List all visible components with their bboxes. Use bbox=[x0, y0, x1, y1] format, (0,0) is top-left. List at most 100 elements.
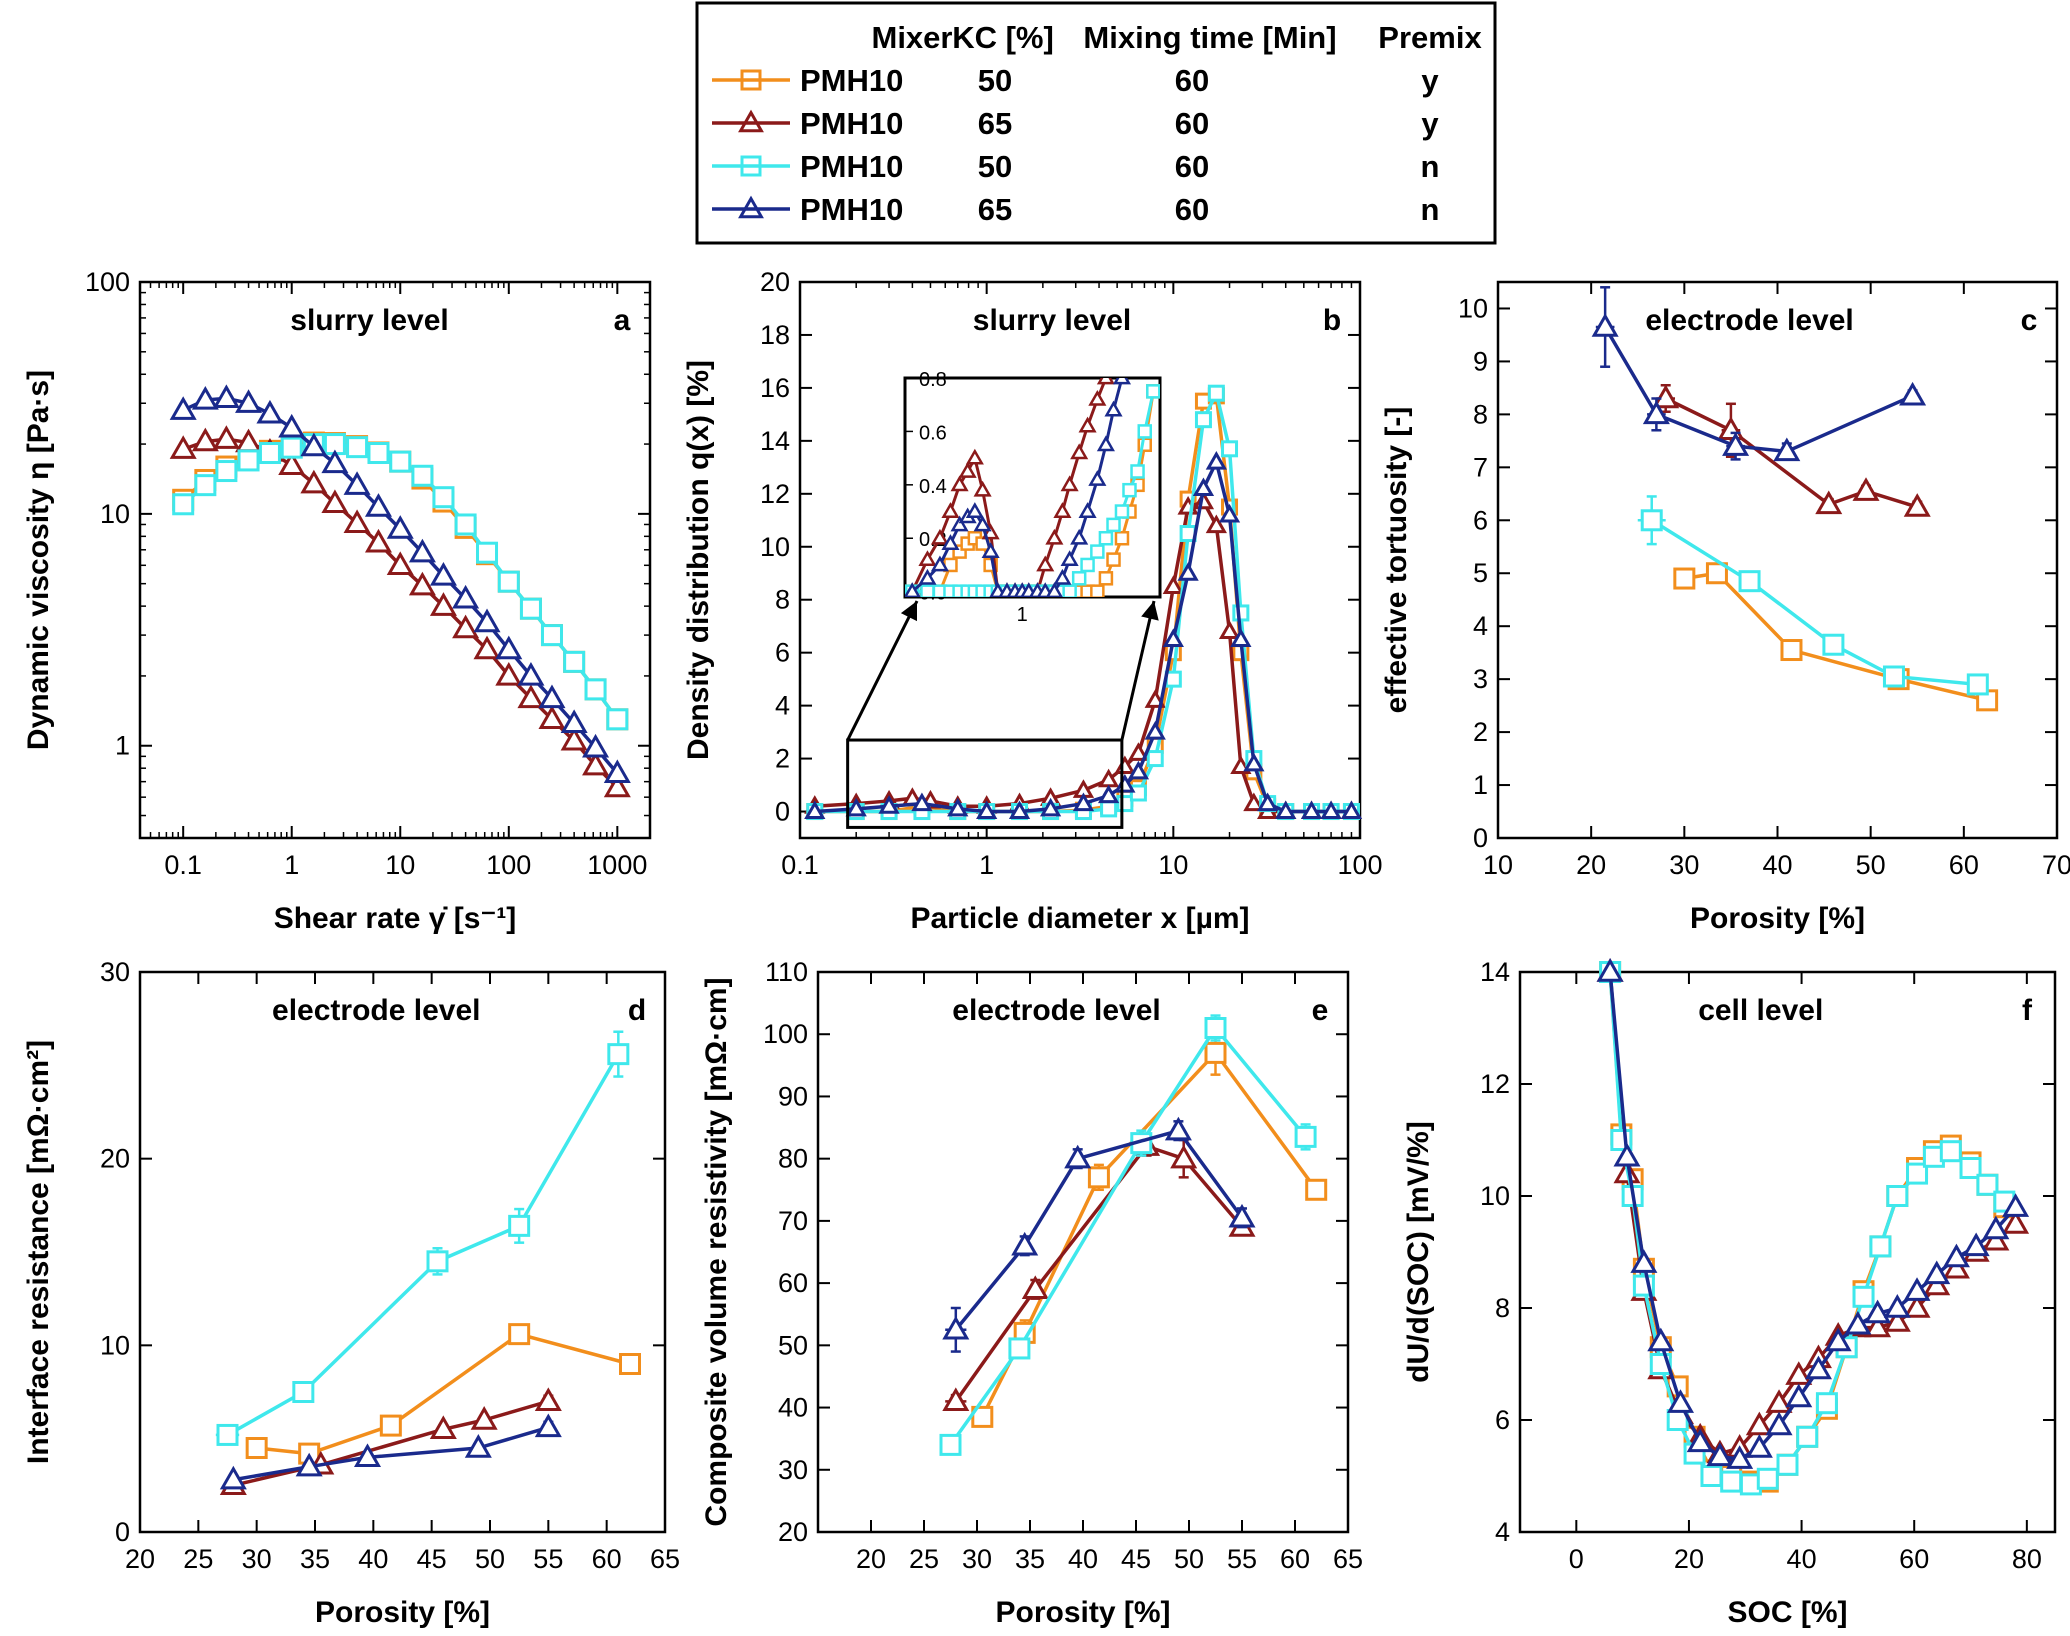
data-point bbox=[1205, 450, 1227, 470]
legend-kc: 65 bbox=[978, 106, 1012, 141]
legend-header: KC [%] bbox=[952, 20, 1054, 55]
data-point bbox=[379, 1414, 402, 1437]
data-point bbox=[1923, 1260, 1951, 1285]
data-point bbox=[1796, 1425, 1819, 1448]
x-tick-label: 80 bbox=[2012, 1544, 2042, 1574]
data-point bbox=[1256, 792, 1279, 812]
x-tick-label: 55 bbox=[1227, 1544, 1257, 1574]
data-point bbox=[476, 541, 499, 564]
x-tick-label: 1 bbox=[979, 850, 994, 880]
data-point bbox=[216, 1423, 239, 1446]
data-point bbox=[1100, 800, 1118, 818]
inset-data-point bbox=[1045, 582, 1063, 597]
inset-data-point bbox=[1080, 557, 1095, 573]
data-point bbox=[1822, 633, 1845, 656]
y-axis-label: dU/d(SOC) [mV/%] bbox=[1402, 1121, 1435, 1383]
inset-data-point bbox=[1090, 584, 1105, 597]
data-point bbox=[1706, 1442, 1734, 1467]
legend-marker bbox=[740, 155, 762, 177]
data-point bbox=[1720, 1470, 1743, 1493]
data-point bbox=[1596, 958, 1624, 982]
legend-marker bbox=[738, 195, 764, 219]
data-point bbox=[408, 538, 436, 563]
series-line bbox=[182, 442, 619, 721]
data-point bbox=[1243, 792, 1265, 812]
y-tick-label: 40 bbox=[778, 1393, 808, 1423]
level-label: cell level bbox=[1698, 994, 1823, 1027]
data-point bbox=[495, 661, 523, 686]
x-tick-label: 25 bbox=[183, 1544, 213, 1574]
inset-data-point bbox=[905, 582, 921, 597]
y-tick-label: 20 bbox=[100, 1144, 130, 1174]
y-tick-label: 12 bbox=[760, 479, 790, 509]
data-point bbox=[1903, 1277, 1931, 1301]
data-point bbox=[169, 435, 197, 459]
y-tick-label: 10 bbox=[1480, 1181, 1510, 1211]
plot-frame bbox=[138, 970, 667, 1534]
series-line bbox=[1603, 326, 1914, 454]
data-point bbox=[1864, 1299, 1892, 1324]
inset-data-point bbox=[1146, 384, 1160, 399]
series-0 bbox=[1599, 961, 2016, 1493]
y-tick-label: 30 bbox=[100, 957, 130, 987]
data-point bbox=[2002, 1210, 2030, 1234]
y-tick-label: 0 bbox=[115, 1517, 130, 1547]
data-point bbox=[1844, 1310, 1872, 1335]
inset-data-point bbox=[1137, 424, 1152, 439]
data-point bbox=[1144, 721, 1166, 740]
inset-data-point bbox=[1070, 443, 1089, 460]
data-point bbox=[1177, 562, 1199, 581]
inset-data-point bbox=[1045, 528, 1064, 545]
legend-premix: n bbox=[1421, 192, 1440, 227]
data-point bbox=[411, 464, 434, 487]
data-point bbox=[1170, 1144, 1198, 1169]
plot-frame bbox=[1518, 970, 2057, 1534]
x-axis-label: Porosity [%] bbox=[995, 1596, 1170, 1629]
x-tick-label: 60 bbox=[1280, 1544, 1310, 1574]
data-point bbox=[1852, 477, 1880, 501]
panel-letter: e bbox=[1312, 994, 1329, 1027]
x-tick-label: 65 bbox=[1333, 1544, 1363, 1574]
data-point bbox=[534, 1413, 562, 1438]
x-tick-label: 45 bbox=[1121, 1544, 1151, 1574]
series-line bbox=[182, 440, 619, 721]
data-point bbox=[495, 635, 523, 660]
x-tick-label: 70 bbox=[2042, 850, 2070, 880]
inset-data-point bbox=[1114, 504, 1130, 519]
data-point bbox=[603, 759, 631, 784]
data-point bbox=[1642, 400, 1670, 425]
data-point bbox=[256, 399, 284, 424]
data-point bbox=[1726, 1445, 1754, 1469]
data-point bbox=[1640, 509, 1663, 532]
data-point bbox=[452, 614, 480, 639]
x-axis-label: SOC [%] bbox=[1728, 1596, 1848, 1629]
data-point bbox=[215, 460, 238, 483]
x-tick-label: 20 bbox=[125, 1544, 155, 1574]
panel-letter: a bbox=[614, 304, 631, 337]
data-point bbox=[1613, 1142, 1641, 1167]
series-2 bbox=[939, 1014, 1317, 1456]
legend-box bbox=[695, 1, 1497, 245]
plot-frame bbox=[1496, 280, 2059, 840]
inset-data-point bbox=[973, 480, 992, 497]
inset-data-point bbox=[1062, 584, 1077, 597]
data-point bbox=[1962, 1232, 1990, 1257]
data-point bbox=[295, 1452, 323, 1477]
data-point bbox=[1230, 628, 1252, 647]
inset-data-point bbox=[1107, 358, 1121, 370]
y-axis-label: Interface resistance [mΩ·cm²] bbox=[22, 1040, 55, 1464]
x-tick-label: 20 bbox=[856, 1544, 886, 1574]
data-point bbox=[1127, 742, 1150, 761]
inset-data-point bbox=[1036, 555, 1055, 572]
data-point bbox=[1162, 628, 1184, 647]
data-point bbox=[1815, 1392, 1838, 1415]
inset-data-point bbox=[1106, 552, 1121, 567]
inset-data-point bbox=[950, 515, 969, 532]
x-tick-label: 35 bbox=[1015, 1544, 1045, 1574]
series-2 bbox=[1637, 495, 1989, 696]
legend-time: 60 bbox=[1175, 192, 1209, 227]
x-tick-label: 20 bbox=[1674, 1544, 1704, 1574]
data-point bbox=[432, 486, 455, 509]
y-tick-label: 10 bbox=[760, 532, 790, 562]
data-point bbox=[300, 432, 328, 457]
